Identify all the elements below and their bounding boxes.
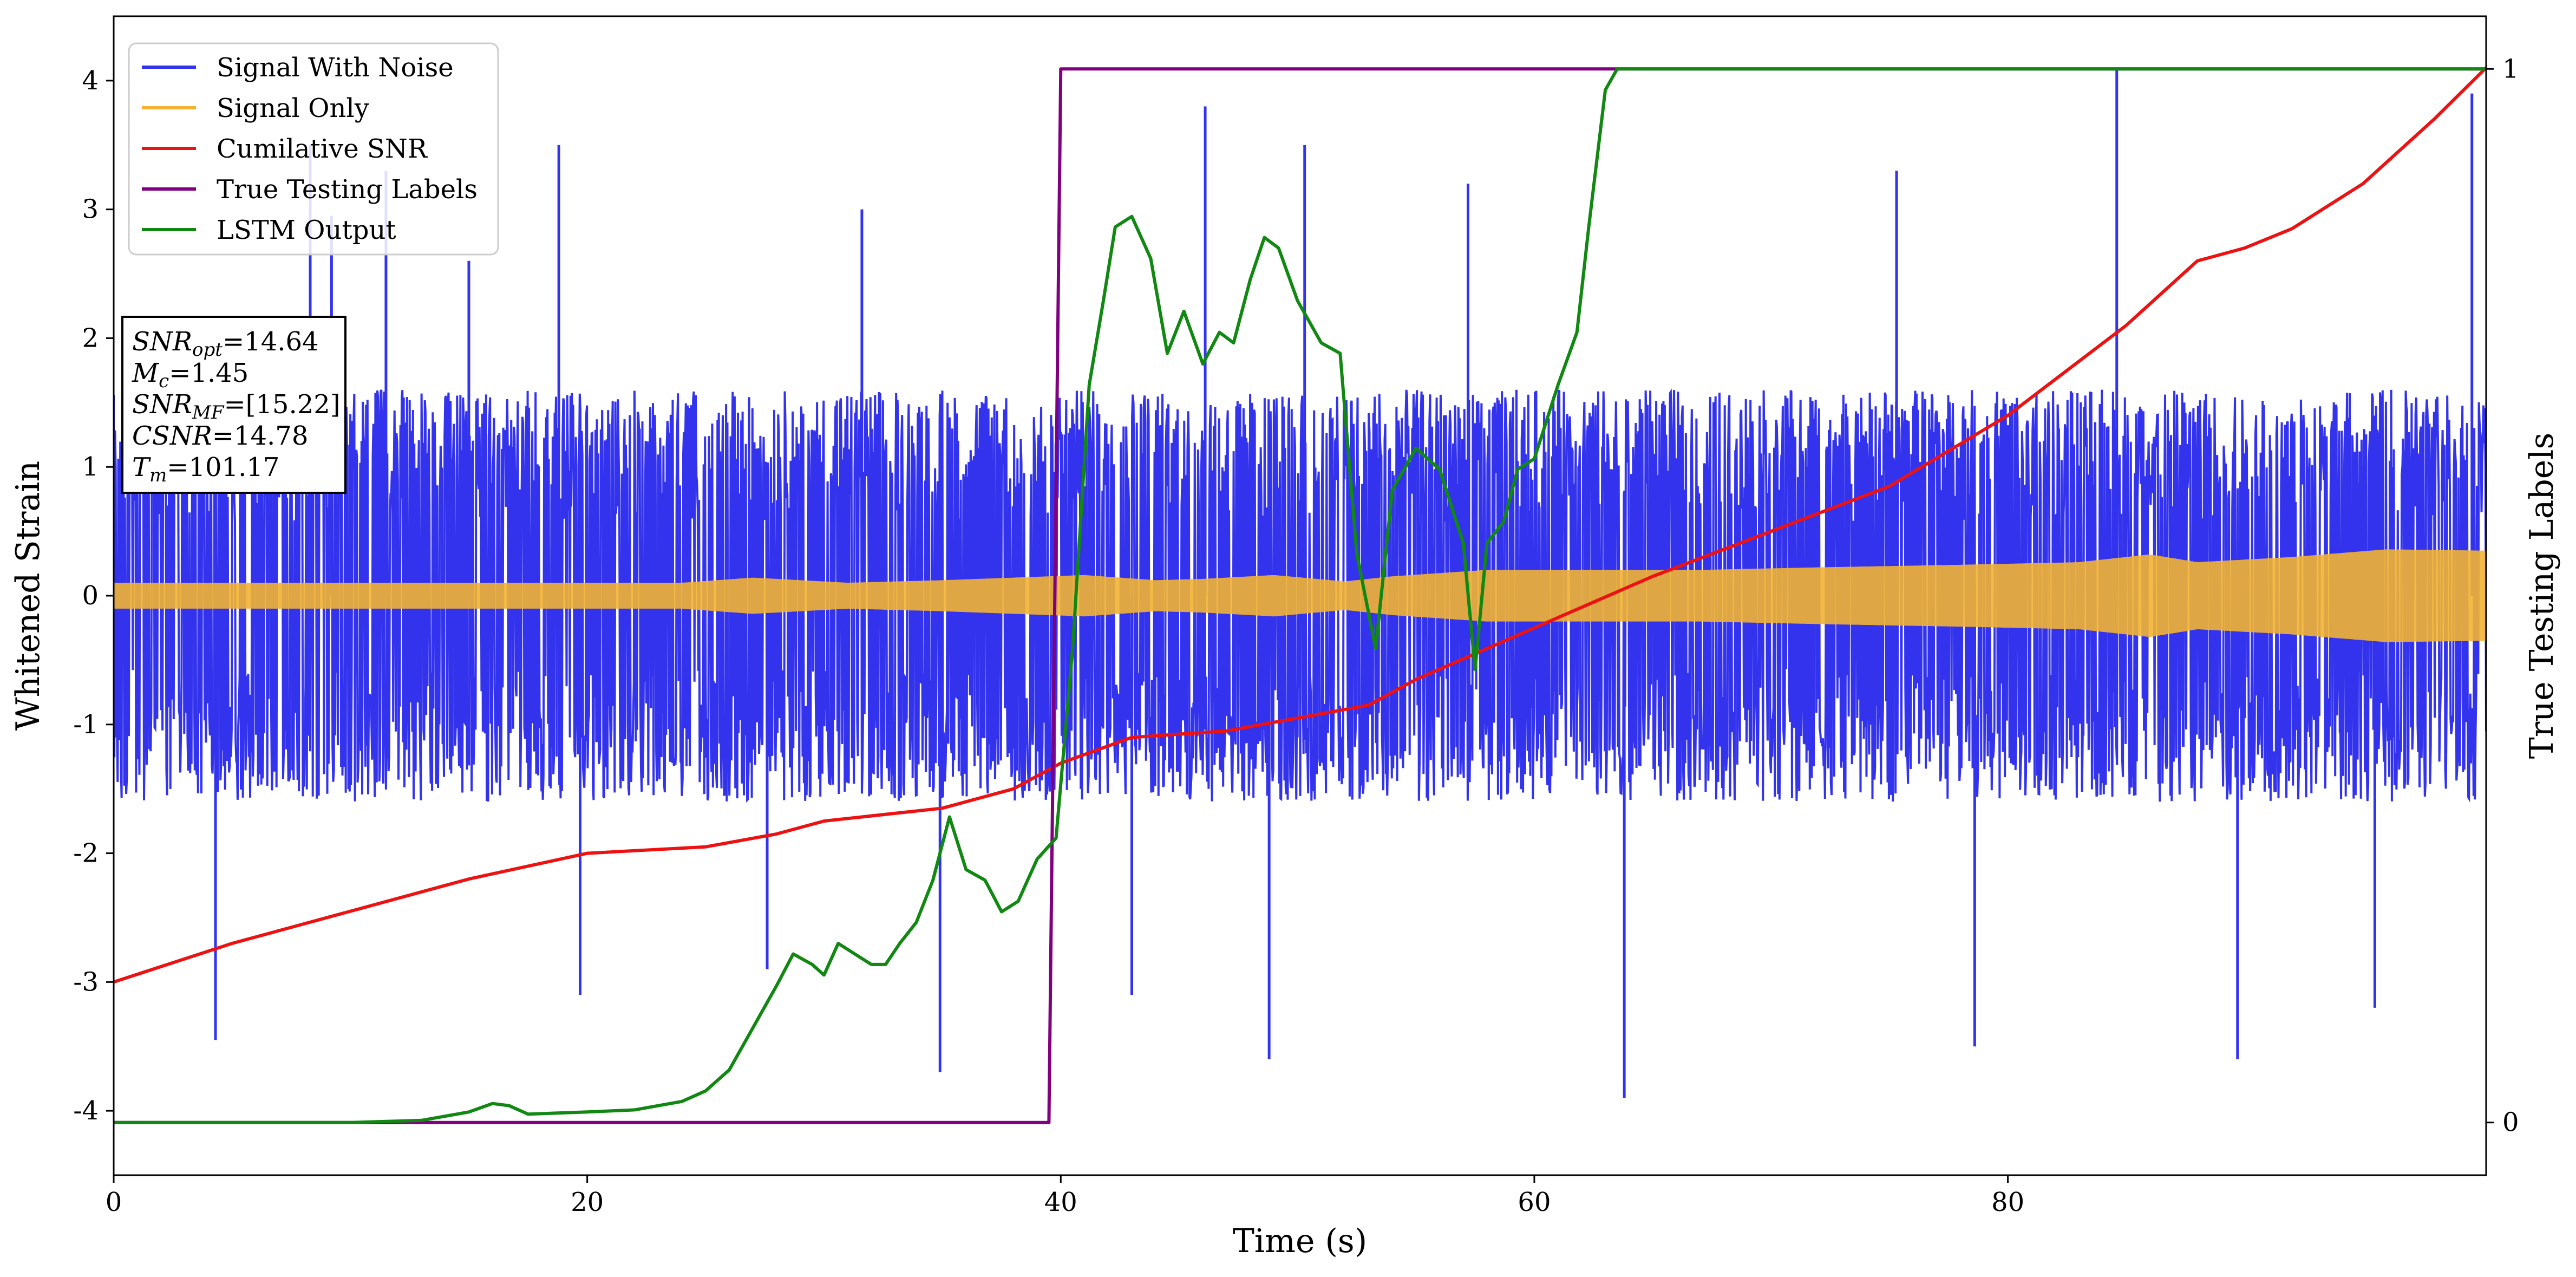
annotation-value: =14.64 bbox=[223, 327, 319, 357]
legend-label: True Testing Labels bbox=[217, 174, 478, 205]
y-right-tick-label: 1 bbox=[2502, 54, 2519, 84]
annotation-value: =[15.22] bbox=[224, 389, 340, 420]
annotation-symbol: T bbox=[132, 452, 151, 483]
annotation-line: SNRopt=14.64 bbox=[132, 327, 319, 361]
x-tick-label: 20 bbox=[571, 1187, 604, 1217]
annotation-line: Mc=1.45 bbox=[132, 358, 249, 392]
legend-box bbox=[128, 42, 499, 256]
y-tick-label: 1 bbox=[82, 452, 99, 482]
series-signal-with-noise bbox=[114, 388, 2486, 803]
legend: Signal With Noise Signal Only Cumilative S… bbox=[128, 42, 499, 256]
annotation-symbol: SNR bbox=[132, 389, 192, 420]
annotation-line: SNRMF=[15.22] bbox=[132, 389, 341, 424]
annotation-symbol: M bbox=[132, 358, 160, 388]
y-tick-label: 2 bbox=[82, 323, 99, 353]
annotation-symbol: SNR bbox=[132, 327, 192, 357]
series-signal-only bbox=[114, 549, 2486, 642]
series-lstm-output bbox=[114, 67, 2486, 1124]
annotation-value: =1.45 bbox=[169, 358, 249, 388]
annotation-subscript: c bbox=[159, 370, 169, 392]
legend-label: Signal With Noise bbox=[217, 53, 454, 83]
annotation-value: =14.78 bbox=[212, 421, 309, 451]
legend-label: LSTM Output bbox=[217, 215, 396, 245]
x-axis-label: Time (s) bbox=[1233, 1222, 1367, 1260]
y-tick-label: -1 bbox=[73, 709, 99, 740]
y-axis-right-label: True Testing Labels bbox=[2523, 433, 2561, 759]
annotation-subscript: opt bbox=[192, 339, 223, 361]
legend-label: Signal Only bbox=[217, 93, 369, 123]
annotation-line: CSNR=14.78 bbox=[132, 421, 308, 451]
y-tick-label: 4 bbox=[82, 66, 99, 96]
y-right-tick-label: 0 bbox=[2502, 1107, 2519, 1138]
annotation-value: =101.17 bbox=[167, 452, 279, 483]
y-axis-right: 01 bbox=[2486, 54, 2519, 1138]
y-axis-left: -4 -3 -2 -1 0 1 2 3 4 bbox=[73, 66, 114, 1126]
annotation-subscript: m bbox=[149, 465, 167, 486]
series-layer bbox=[114, 66, 2486, 1124]
y-tick-label: 0 bbox=[82, 581, 99, 611]
y-tick-label: 3 bbox=[82, 194, 99, 225]
x-tick-label: 60 bbox=[1518, 1187, 1551, 1217]
legend-label: Cumilative SNR bbox=[217, 134, 428, 164]
x-axis: 0 20 40 60 80 bbox=[106, 1175, 2024, 1217]
annotation-frame bbox=[121, 316, 346, 494]
parameter-annotation-box: SNRopt=14.64Mc=1.45SNRMF=[15.22]CSNR=14.… bbox=[121, 316, 346, 494]
x-tick-label: 0 bbox=[106, 1187, 122, 1217]
series-cumilative-snr bbox=[114, 66, 2486, 984]
annotation-subscript: MF bbox=[192, 402, 225, 424]
annotation-line: Tm=101.17 bbox=[132, 452, 279, 486]
x-tick-label: 40 bbox=[1044, 1187, 1077, 1217]
y-tick-label: -4 bbox=[73, 1096, 99, 1126]
y-axis-left-label: Whitened Strain bbox=[9, 461, 47, 731]
y-tick-label: -3 bbox=[73, 967, 99, 997]
annotation-symbol: CSNR bbox=[132, 421, 212, 451]
x-tick-label: 80 bbox=[1991, 1187, 2024, 1217]
y-tick-label: -2 bbox=[73, 838, 99, 869]
